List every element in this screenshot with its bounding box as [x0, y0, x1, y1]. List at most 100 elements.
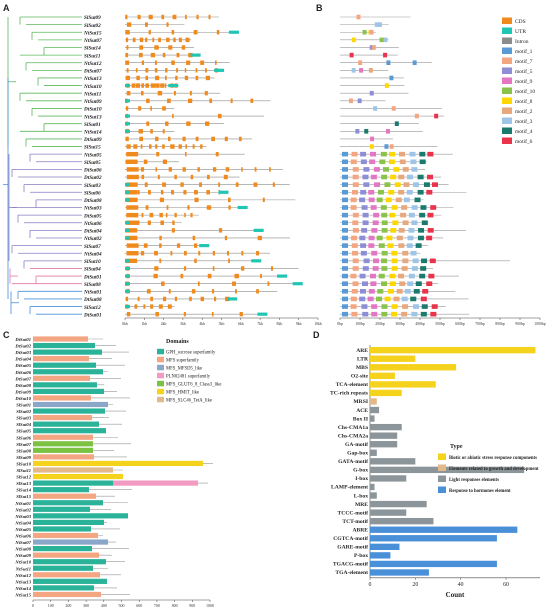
gene-label: SlSut06	[16, 435, 32, 440]
domain-block	[33, 421, 99, 427]
motif-block	[352, 220, 359, 226]
cds-block	[254, 167, 257, 172]
gene-label: SlSut11	[16, 468, 31, 473]
motif-block	[393, 296, 400, 302]
cds-block	[159, 212, 163, 218]
cds-block	[195, 75, 199, 81]
legend-swatch	[438, 475, 446, 482]
cds-block	[125, 75, 130, 81]
motif-block	[419, 159, 426, 165]
cds-block	[192, 144, 195, 149]
category-label: MBS	[356, 365, 368, 371]
bar	[370, 449, 377, 456]
cds-block	[253, 182, 258, 187]
legend-label: MFS_GLUT6_8_Class3_like	[166, 383, 221, 388]
bar	[370, 423, 402, 431]
cds-block	[196, 14, 199, 20]
motif-block	[360, 243, 367, 248]
cds-block	[134, 304, 138, 309]
motif-block	[428, 273, 435, 279]
cds-block	[126, 212, 139, 218]
axis-tick-label: 1kb	[141, 322, 147, 326]
category-label: I-box	[355, 476, 368, 482]
gene-label: DtSut08	[83, 198, 102, 204]
motif-block	[351, 37, 356, 43]
motif-block	[369, 29, 374, 35]
cds-block	[165, 75, 167, 81]
cds-block	[195, 136, 199, 142]
motif-block	[398, 228, 405, 233]
motif-block	[355, 129, 360, 134]
cds-block	[165, 68, 168, 73]
gene-label: SlSut01	[84, 122, 101, 128]
cds-block	[199, 182, 202, 187]
legend-swatch	[157, 396, 164, 403]
motif-block	[392, 220, 399, 226]
cds-block	[168, 289, 171, 294]
motif-block	[361, 228, 368, 233]
motif-block	[410, 250, 417, 256]
cds-block	[184, 75, 189, 81]
motif-block	[389, 281, 396, 286]
motif-block	[411, 266, 418, 271]
cds-block	[175, 75, 178, 81]
utr-block	[125, 266, 130, 271]
cds-block	[136, 75, 140, 81]
bar	[370, 492, 377, 499]
motif-block	[370, 174, 377, 180]
cds-block	[132, 37, 136, 43]
motif-block	[370, 205, 377, 210]
motif-block	[342, 273, 348, 279]
motif-block	[390, 228, 397, 233]
cds-block	[154, 68, 158, 73]
cds-block	[138, 52, 143, 58]
motif-block	[384, 296, 391, 302]
cds-block	[159, 258, 162, 264]
cds-block	[176, 68, 179, 73]
axis-tick-label: 2kb	[161, 322, 167, 326]
utr-block	[125, 198, 130, 202]
motif-block	[373, 167, 380, 172]
motif-block	[372, 220, 379, 226]
motif-block	[363, 167, 370, 172]
motif-block	[415, 243, 422, 248]
gene-label: NtSut09	[14, 553, 31, 558]
cds-block	[125, 159, 138, 164]
cds-block	[166, 205, 169, 210]
legend-swatch	[157, 388, 164, 395]
cds-block	[174, 296, 178, 302]
panel-label-c: C	[3, 330, 10, 340]
gene-label: SlSut04	[84, 267, 101, 273]
gene-label: DtSut04	[83, 229, 102, 235]
cds-block	[172, 220, 175, 225]
motif-block	[386, 235, 393, 241]
motif-block	[412, 60, 417, 66]
motif-block	[385, 197, 392, 203]
motif-block	[351, 289, 358, 294]
motif-block	[408, 273, 415, 279]
cds-block	[152, 37, 155, 43]
cds-block	[183, 251, 187, 256]
cds-block	[150, 296, 153, 302]
bar	[370, 475, 407, 482]
cds-block	[126, 174, 139, 180]
motif-block	[351, 311, 358, 317]
gene-label: SlSut03	[16, 416, 32, 421]
motif-block	[420, 311, 427, 317]
motif-block	[398, 189, 405, 195]
motif-block	[371, 45, 376, 50]
gene-label: SlSut08	[84, 282, 101, 288]
utr-block	[125, 183, 130, 187]
motif-block	[379, 37, 384, 43]
domain-block	[33, 408, 105, 414]
cds-block	[125, 296, 129, 302]
cds-block	[224, 136, 228, 142]
motif-block	[369, 90, 374, 96]
motif-block	[431, 182, 438, 187]
utr-block	[228, 30, 239, 34]
motif-block	[364, 129, 369, 134]
cds-block	[204, 91, 208, 96]
domain-block	[33, 519, 104, 525]
motif-block	[418, 228, 425, 233]
cds-block	[145, 37, 148, 43]
